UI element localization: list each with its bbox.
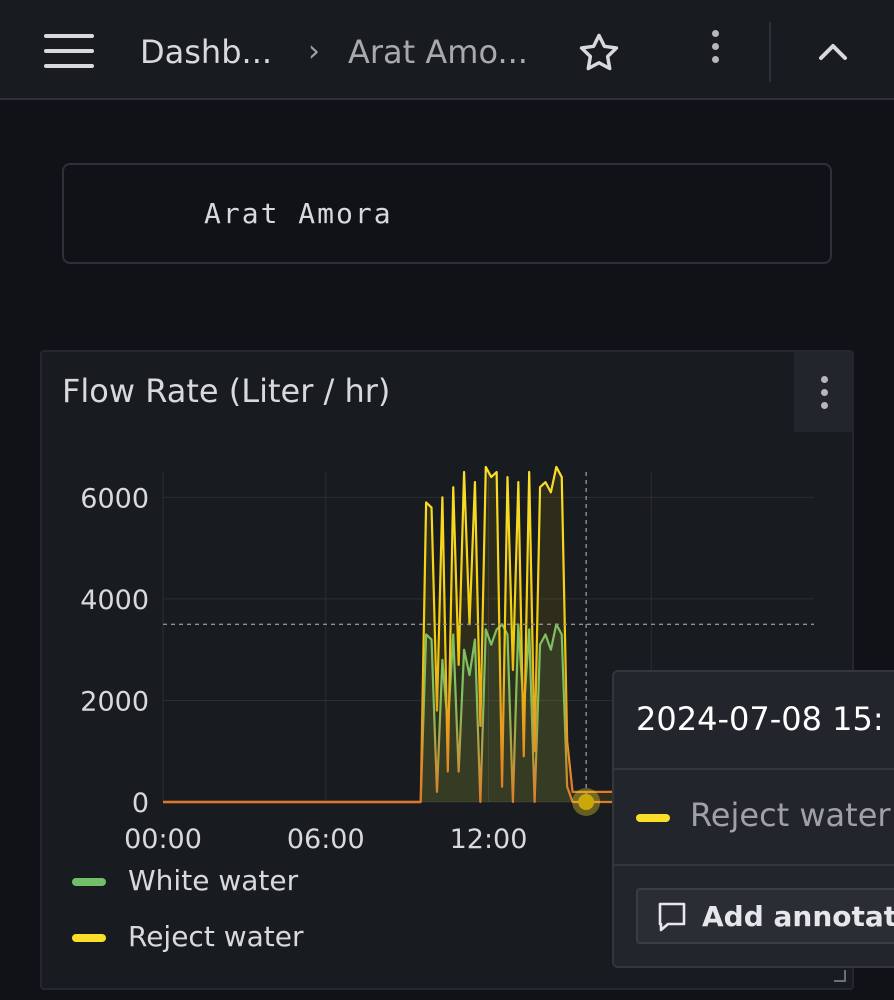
vertical-dots-icon[interactable] xyxy=(700,30,730,74)
tooltip-series-swatch xyxy=(636,814,670,822)
chevron-up-icon[interactable] xyxy=(812,34,854,70)
text-panel-content: Arat Amora xyxy=(204,197,393,230)
tooltip-timestamp: 2024-07-08 15: xyxy=(636,700,884,738)
flow-rate-chart[interactable]: 0 2000 4000 6000 00:00 06:00 12:00 xyxy=(42,352,854,990)
x-tick-label: 06:00 xyxy=(287,824,365,855)
tooltip-divider xyxy=(614,864,894,866)
text-panel: Arat Amora xyxy=(62,163,832,264)
vertical-dots-icon[interactable] xyxy=(794,352,854,432)
y-tick-label: 2000 xyxy=(80,686,149,717)
series-area-reject-water xyxy=(163,466,814,802)
y-tick-label: 6000 xyxy=(80,483,149,514)
series-line-reject-water xyxy=(163,465,814,804)
legend-swatch xyxy=(72,878,106,886)
breadcrumb-current-dashboard[interactable]: Arat Amo... xyxy=(348,33,528,71)
add-annotation-label: Add annotation xyxy=(702,900,894,933)
top-navigation-bar: Dashb... › Arat Amo... xyxy=(0,0,894,100)
tooltip-series-name: Reject water xyxy=(690,796,891,834)
series-area-white-water xyxy=(163,624,814,802)
breadcrumb-separator: › xyxy=(308,34,320,69)
toolbar-divider xyxy=(769,22,771,82)
star-icon[interactable] xyxy=(576,30,622,76)
comment-icon xyxy=(658,902,686,932)
y-tick-label: 0 xyxy=(132,788,149,819)
chart-tooltip: 2024-07-08 15: Reject water Add annotati… xyxy=(612,670,894,968)
hamburger-menu-icon[interactable] xyxy=(40,32,96,72)
x-tick-label: 00:00 xyxy=(124,824,202,855)
hover-point xyxy=(578,794,595,810)
legend-swatch xyxy=(72,934,106,942)
resize-handle[interactable] xyxy=(834,970,846,982)
tooltip-divider xyxy=(614,768,894,770)
legend-label: Reject water xyxy=(128,920,304,953)
add-annotation-button[interactable]: Add annotation xyxy=(636,888,894,944)
y-tick-label: 4000 xyxy=(80,585,149,616)
breadcrumb-dashboards[interactable]: Dashb... xyxy=(140,33,273,71)
panel-title: Flow Rate (Liter / hr) xyxy=(62,372,391,410)
legend-label: White water xyxy=(128,864,299,897)
x-tick-label: 12:00 xyxy=(450,824,528,855)
